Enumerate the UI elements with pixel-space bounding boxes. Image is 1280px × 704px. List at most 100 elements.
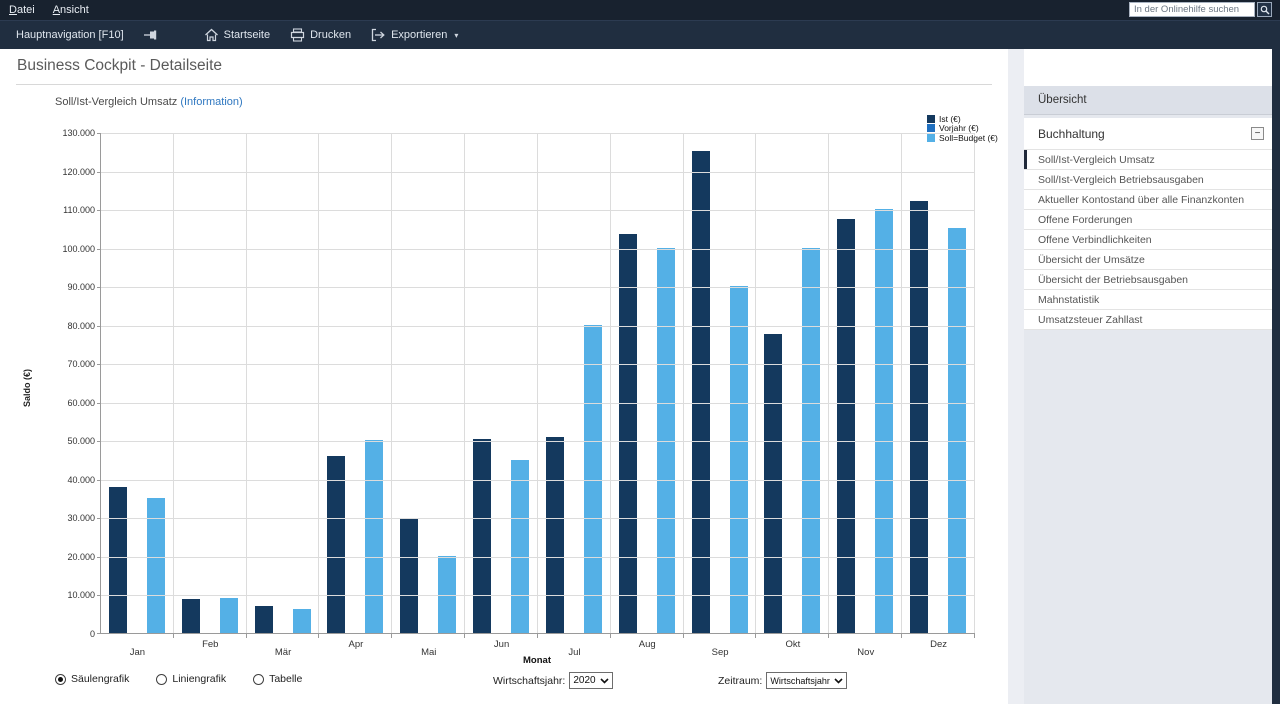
y-tick-label: 30.000: [67, 513, 95, 524]
chart-title: Soll/Ist-Vergleich Umsatz (Information): [55, 96, 243, 108]
search-button[interactable]: [1257, 2, 1272, 17]
legend-swatch: [927, 114, 935, 123]
y-tick-label: 130.000: [62, 128, 95, 138]
bar-soll=budget-jul[interactable]: [583, 324, 602, 633]
bar-soll=budget-mai[interactable]: [438, 555, 457, 633]
menu-items: Datei Ansicht: [0, 0, 98, 20]
x-tick-mark: [464, 634, 466, 638]
bar-soll=budget-jun[interactable]: [511, 459, 530, 633]
x-tick-mark: [245, 634, 247, 638]
legend-swatch: [927, 124, 935, 133]
legend-label: Ist (€): [939, 113, 961, 124]
month-group-dez: [902, 133, 975, 638]
drucken-button[interactable]: Drucken: [280, 21, 361, 50]
toolbar: Hauptnavigation [F10] Startseite Drucken…: [0, 20, 1280, 49]
bar-ist-jul[interactable]: [545, 437, 564, 633]
bar-ist-aug[interactable]: [618, 234, 637, 633]
month-group-jul: [538, 133, 611, 638]
radio-label: Säulengrafik: [71, 673, 130, 685]
magnifier-icon: [1260, 5, 1270, 15]
window-edge-strip: [1272, 49, 1280, 704]
search-input[interactable]: [1129, 2, 1255, 17]
export-icon: [371, 28, 386, 42]
sidebar-item[interactable]: Umsatzsteuer Zahllast: [1024, 310, 1272, 330]
sidebar-group-buchhaltung[interactable]: Buchhaltung −: [1024, 118, 1272, 150]
bar-soll=budget-okt[interactable]: [802, 247, 821, 633]
radio-liniengrafik[interactable]: Liniengrafik: [156, 673, 226, 685]
bar-soll=budget-mär[interactable]: [292, 609, 311, 633]
menu-bar: Datei Ansicht: [0, 0, 1280, 20]
drucken-label: Drucken: [310, 29, 352, 41]
sidebar-item[interactable]: Offene Verbindlichkeiten: [1024, 230, 1272, 250]
bar-ist-feb[interactable]: [181, 599, 200, 633]
bar-ist-jun[interactable]: [473, 439, 492, 633]
x-tick-mark: [609, 634, 611, 638]
wirtschaftsjahr-select[interactable]: 2020: [569, 672, 613, 689]
sidebar-item[interactable]: Soll/Ist-Vergleich Betriebsausgaben: [1024, 170, 1272, 190]
x-tick-label-aug: Aug: [638, 639, 656, 650]
y-tick-label: 60.000: [67, 397, 95, 408]
y-tick-label: 100.000: [62, 243, 95, 254]
bar-ist-dez[interactable]: [910, 201, 929, 633]
y-tick-mark: [97, 287, 101, 289]
y-tick-mark: [97, 325, 101, 327]
page-title: Business Cockpit - Detailseite: [17, 57, 223, 74]
exportieren-button[interactable]: Exportieren ▾: [361, 21, 468, 50]
sidebar-item[interactable]: Offene Forderungen: [1024, 210, 1272, 230]
bar-soll=budget-aug[interactable]: [656, 247, 675, 633]
bar-soll=budget-apr[interactable]: [365, 440, 384, 633]
bar-ist-sep[interactable]: [691, 151, 710, 633]
bar-ist-jan[interactable]: [108, 487, 127, 633]
y-tick-mark: [97, 441, 101, 443]
zeitraum-select[interactable]: Wirtschaftsjahr: [766, 672, 847, 689]
y-tick-mark: [97, 402, 101, 404]
sidebar-item[interactable]: Soll/Ist-Vergleich Umsatz: [1024, 150, 1272, 170]
y-tick-mark: [97, 171, 101, 173]
sidebar-item[interactable]: Mahnstatistik: [1024, 290, 1272, 310]
sidebar-item[interactable]: Übersicht der Betriebsausgaben: [1024, 270, 1272, 290]
gridline: [101, 518, 975, 520]
radio-icon: [253, 673, 265, 685]
legend-swatch: [927, 133, 935, 142]
bar-soll=budget-sep[interactable]: [729, 286, 748, 633]
bar-soll=budget-nov[interactable]: [875, 209, 894, 633]
y-tick-mark: [97, 633, 101, 634]
gridline: [101, 325, 975, 327]
bar-ist-mär[interactable]: [254, 606, 273, 633]
bar-soll=budget-feb[interactable]: [219, 597, 238, 633]
bar-soll=budget-dez[interactable]: [948, 228, 967, 633]
collapse-button[interactable]: −: [1251, 127, 1264, 140]
bar-soll=budget-jan[interactable]: [146, 498, 165, 633]
exportieren-label: Exportieren: [391, 29, 448, 41]
y-tick-mark: [97, 479, 101, 481]
startseite-button[interactable]: Startseite: [194, 21, 280, 50]
bar-ist-nov[interactable]: [837, 218, 856, 633]
sidebar-item[interactable]: Aktueller Kontostand über alle Finanzkon…: [1024, 190, 1272, 210]
pin-button[interactable]: [134, 21, 168, 50]
month-group-feb: [174, 133, 247, 638]
menu-item-ansicht[interactable]: Ansicht: [52, 4, 89, 16]
y-tick-mark: [97, 133, 101, 134]
sidebar-item[interactable]: Übersicht der Umsätze: [1024, 250, 1272, 270]
x-axis-label: Monat: [523, 655, 551, 666]
x-tick-mark: [536, 634, 538, 638]
information-link[interactable]: (Information): [180, 96, 243, 108]
radio-tabelle[interactable]: Tabelle: [253, 673, 302, 685]
zeitraum-label: Zeitraum:: [718, 674, 763, 687]
month-group-jan: [101, 133, 174, 638]
bar-ist-okt[interactable]: [764, 334, 783, 633]
zeitraum-control: Zeitraum: Wirtschaftsjahr: [718, 672, 847, 689]
radio-säulengrafik[interactable]: Säulengrafik: [55, 673, 129, 685]
x-tick-label-nov: Nov: [857, 647, 875, 658]
bar-ist-apr[interactable]: [327, 455, 346, 633]
x-tick-mark: [682, 634, 684, 638]
month-group-nov: [829, 133, 903, 638]
month-group-jun: [465, 133, 538, 638]
radio-label: Liniengrafik: [172, 673, 227, 685]
y-tick-label: 10.000: [67, 590, 95, 601]
zeitraum-value: Wirtschaftsjahr: [770, 675, 830, 686]
menu-item-datei[interactable]: Datei: [9, 4, 35, 16]
printer-icon: [290, 28, 305, 42]
gridline: [101, 287, 975, 289]
bar-ist-mai[interactable]: [400, 519, 419, 633]
